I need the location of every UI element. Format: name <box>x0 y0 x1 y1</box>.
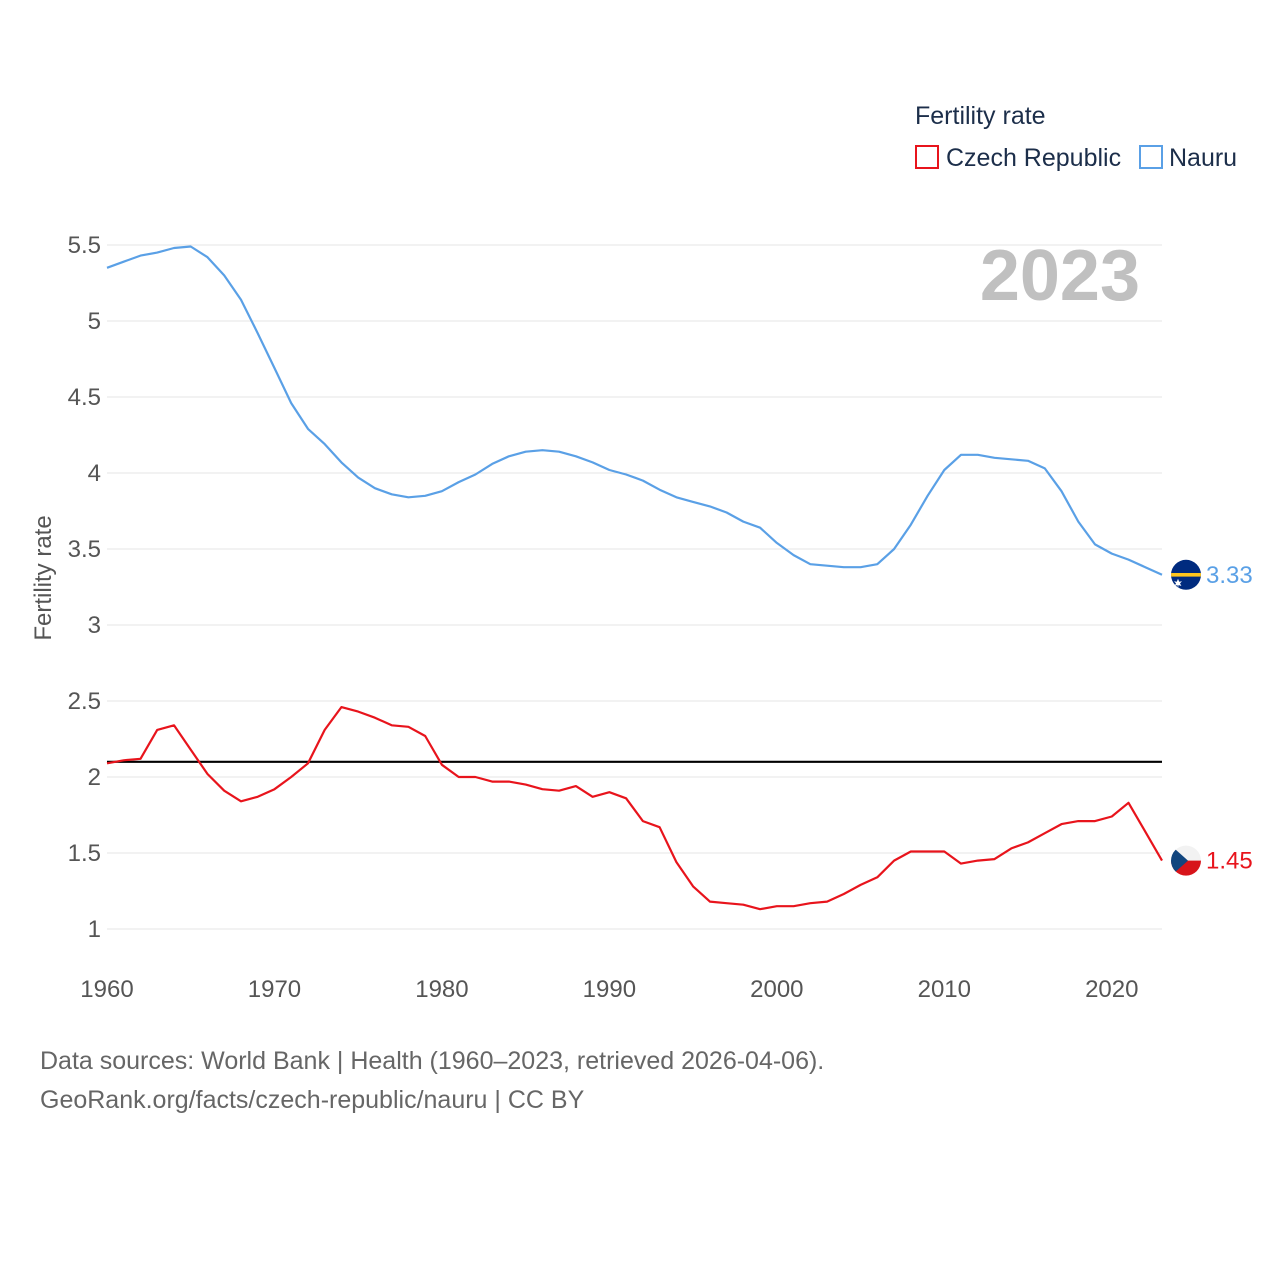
legend-label-czech-republic: Czech Republic <box>946 144 1121 172</box>
end-value-czech-republic: 1.45 <box>1206 848 1253 875</box>
nauru-flag-icon <box>1171 559 1201 590</box>
legend-swatch-nauru <box>1139 145 1163 169</box>
current-year-label: 2023 <box>980 236 1140 316</box>
y-axis-ticks: 1 1.5 2 2.5 3 3.5 4 4.5 5 5.5 <box>68 232 101 943</box>
gridlines <box>107 244 1162 930</box>
y-axis-label: Fertility rate <box>30 515 57 640</box>
legend-item-nauru[interactable]: Nauru <box>1139 144 1237 172</box>
y-tick-label: 1.5 <box>68 840 101 867</box>
legend-item-czech-republic[interactable]: Czech Republic <box>915 144 1121 172</box>
x-tick-label: 2020 <box>1085 976 1138 1003</box>
x-axis-ticks: 1960 1970 1980 1990 2000 2010 2020 <box>80 976 1138 1003</box>
legend-swatch-czech-republic <box>915 145 939 169</box>
y-tick-label: 3 <box>88 612 101 639</box>
source-line-1: Data sources: World Bank | Health (1960–… <box>40 1047 824 1075</box>
y-tick-label: 5 <box>88 308 101 335</box>
czech-flag-icon <box>1171 845 1201 876</box>
legend-title: Fertility rate <box>915 102 1046 130</box>
end-marker-nauru: 3.33 <box>1171 559 1253 590</box>
end-marker-czech-republic: 1.45 <box>1171 845 1253 876</box>
end-value-nauru: 3.33 <box>1206 562 1253 589</box>
source-line-2[interactable]: GeoRank.org/facts/czech-republic/nauru |… <box>40 1086 585 1114</box>
legend-label-nauru: Nauru <box>1169 144 1237 172</box>
y-tick-label: 1 <box>88 916 101 943</box>
y-tick-label: 4 <box>88 460 101 487</box>
x-tick-label: 1980 <box>415 976 468 1003</box>
x-tick-label: 1970 <box>248 976 301 1003</box>
y-tick-label: 2.5 <box>68 688 101 715</box>
y-tick-label: 2 <box>88 764 101 791</box>
x-tick-label: 2010 <box>918 976 971 1003</box>
series-line-czech-republic[interactable] <box>106 705 1163 911</box>
x-tick-label: 2000 <box>750 976 803 1003</box>
y-tick-label: 3.5 <box>68 536 101 563</box>
y-tick-label: 5.5 <box>68 232 101 259</box>
x-tick-label: 1990 <box>583 976 636 1003</box>
series-line-nauru[interactable] <box>106 245 1163 576</box>
y-tick-label: 4.5 <box>68 384 101 411</box>
x-tick-label: 1960 <box>80 976 133 1003</box>
legend: Fertility rate Czech Republic Nauru <box>915 102 1237 172</box>
series-lines <box>106 245 1163 911</box>
